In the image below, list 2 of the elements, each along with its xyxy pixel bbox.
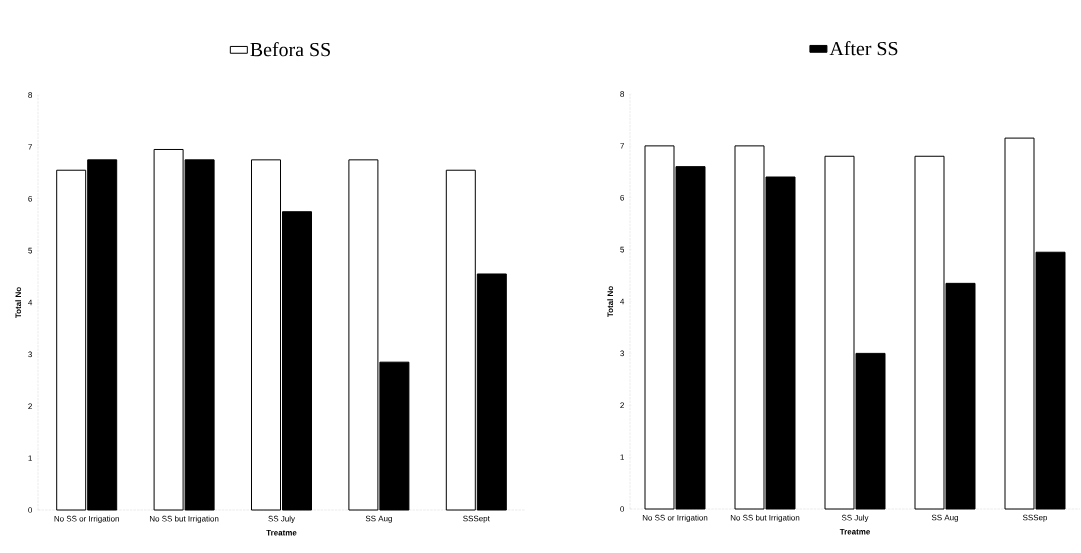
- legend-label: After SS: [829, 41, 898, 56]
- legend-label: Befora SS: [250, 42, 330, 57]
